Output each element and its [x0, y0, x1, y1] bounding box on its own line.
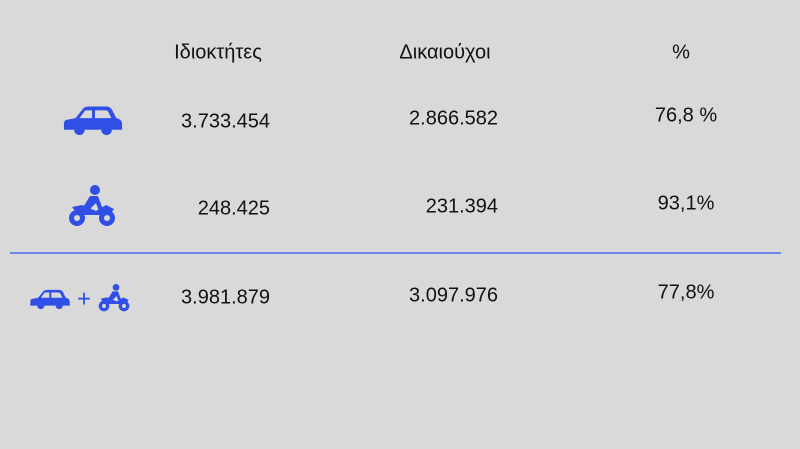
cell: 93,1%	[658, 192, 715, 214]
cell: 76,8 %	[655, 104, 717, 126]
header-percent: %	[672, 41, 690, 63]
cell: 3.981.879	[181, 286, 270, 308]
cell: 77,8%	[658, 281, 715, 303]
car-icon	[30, 289, 70, 310]
motorcycle-icon	[98, 284, 130, 312]
car-icon	[63, 106, 123, 136]
motorcycle-icon	[69, 185, 115, 226]
header-beneficiaries: Δικαιούχοι	[399, 41, 490, 63]
header-owners: Ιδιοκτήτες	[174, 41, 262, 63]
cell: 231.394	[426, 195, 498, 217]
cell: 248.425	[198, 197, 270, 219]
joiner: +	[77, 285, 91, 312]
cell: 3.733.454	[181, 110, 270, 132]
cell: 3.097.976	[409, 284, 498, 306]
cell: 2.866.582	[409, 107, 498, 129]
